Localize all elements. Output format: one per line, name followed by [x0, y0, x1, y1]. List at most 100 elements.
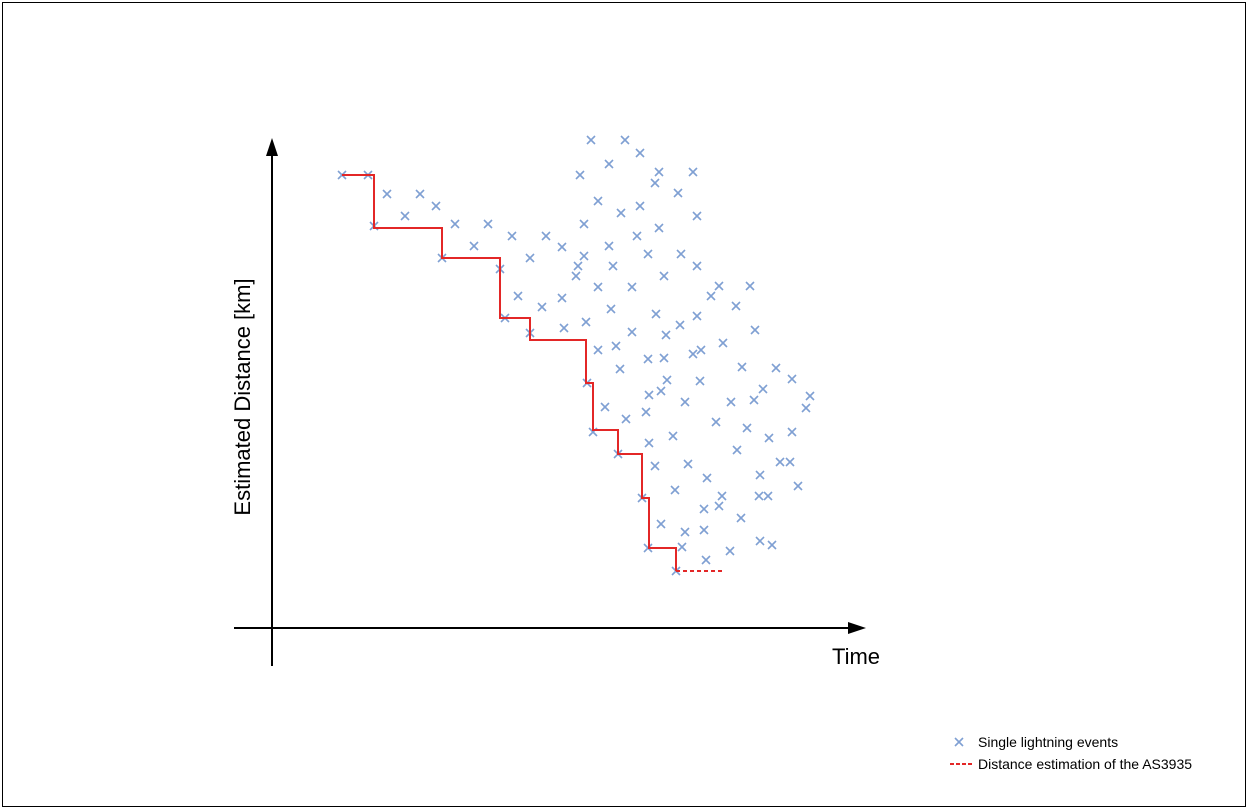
event-marker: [717, 491, 727, 501]
x-axis-arrow-icon: [848, 622, 866, 634]
event-marker: [586, 135, 596, 145]
event-marker: [579, 251, 589, 261]
event-marker: [676, 249, 686, 259]
event-marker: [656, 386, 666, 396]
x-axis-label: Time: [832, 644, 880, 669]
event-marker: [661, 330, 671, 340]
event-marker: [627, 282, 637, 292]
event-marker: [673, 188, 683, 198]
event-marker: [541, 231, 551, 241]
event-marker: [573, 261, 583, 271]
event-marker: [643, 354, 653, 364]
event-marker: [650, 178, 660, 188]
event-marker: [611, 341, 621, 351]
event-marker: [525, 253, 535, 263]
event-marker: [701, 555, 711, 565]
event-marker: [604, 241, 614, 251]
event-marker: [688, 349, 698, 359]
event-marker: [654, 167, 664, 177]
event-marker: [737, 362, 747, 372]
event-marker: [755, 470, 765, 480]
event-marker: [805, 391, 815, 401]
event-marker: [787, 427, 797, 437]
event-marker: [659, 271, 669, 281]
event-marker: [785, 457, 795, 467]
event-marker: [755, 536, 765, 546]
event-marker: [654, 223, 664, 233]
event-marker: [662, 375, 672, 385]
event-marker: [742, 423, 752, 433]
event-marker: [675, 320, 685, 330]
event-marker: [513, 291, 523, 301]
event-marker: [400, 211, 410, 221]
event-marker: [627, 327, 637, 337]
event-marker: [606, 304, 616, 314]
event-marker: [483, 219, 493, 229]
event-marker: [581, 317, 591, 327]
y-axis-label: Estimated Distance [km]: [230, 278, 255, 515]
event-marker: [726, 397, 736, 407]
event-marker: [680, 397, 690, 407]
event-marker: [635, 201, 645, 211]
event-marker: [650, 461, 660, 471]
event-marker: [745, 281, 755, 291]
event-marker: [557, 242, 567, 252]
event-marker: [593, 282, 603, 292]
event-marker: [749, 395, 759, 405]
event-marker: [801, 403, 811, 413]
event-marker: [702, 473, 712, 483]
event-marker: [600, 402, 610, 412]
event-marker: [616, 208, 626, 218]
event-marker: [604, 159, 614, 169]
legend-label-estimation: Distance estimation of the AS3935: [978, 756, 1193, 772]
event-marker: [469, 241, 479, 251]
axes: [234, 138, 866, 666]
x-marker-icon: [954, 737, 964, 747]
legend-item-events: Single lightning events: [948, 731, 1192, 753]
event-marker: [615, 364, 625, 374]
event-marker: [431, 201, 441, 211]
event-marker: [670, 485, 680, 495]
legend-label-events: Single lightning events: [978, 734, 1119, 750]
event-marker: [692, 261, 702, 271]
event-marker: [641, 407, 651, 417]
event-marker: [557, 293, 567, 303]
event-marker: [608, 261, 618, 271]
event-marker: [725, 546, 735, 556]
event-marker: [659, 353, 669, 363]
event-marker: [718, 338, 728, 348]
event-marker: [767, 540, 777, 550]
legend-item-estimation: Distance estimation of the AS3935: [948, 753, 1192, 775]
event-marker: [775, 457, 785, 467]
event-marker: [537, 302, 547, 312]
event-marker: [644, 390, 654, 400]
event-marker: [714, 501, 724, 511]
event-marker: [635, 148, 645, 158]
legend-x-marker: [954, 737, 964, 747]
event-marker: [651, 309, 661, 319]
event-marker: [450, 219, 460, 229]
event-marker: [699, 525, 709, 535]
event-marker: [711, 417, 721, 427]
event-marker: [714, 281, 724, 291]
event-marker: [579, 219, 589, 229]
event-marker: [750, 325, 760, 335]
event-marker: [692, 211, 702, 221]
event-marker: [644, 438, 654, 448]
event-marker: [621, 414, 631, 424]
event-marker: [763, 491, 773, 501]
event-marker: [699, 504, 709, 514]
event-marker: [771, 363, 781, 373]
event-marker: [695, 376, 705, 386]
event-marker: [736, 513, 746, 523]
event-marker: [764, 433, 774, 443]
event-marker: [507, 231, 517, 241]
event-marker: [680, 527, 690, 537]
event-marker: [415, 189, 425, 199]
event-marker: [656, 519, 666, 529]
event-marker: [559, 323, 569, 333]
event-marker: [688, 167, 698, 177]
event-marker: [793, 481, 803, 491]
